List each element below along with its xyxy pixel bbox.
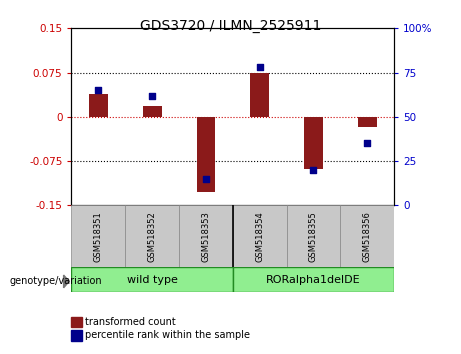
Text: GSM518351: GSM518351 (94, 211, 103, 262)
Text: GSM518355: GSM518355 (309, 211, 318, 262)
Text: GSM518356: GSM518356 (363, 211, 372, 262)
Bar (71, 317, 82, 327)
Bar (71, 267, 233, 292)
Bar (179, 205, 233, 267)
Point (95, 87, 102, 93)
Bar (71, 205, 125, 267)
Bar (358, 117, 377, 127)
Text: GDS3720 / ILMN_2525911: GDS3720 / ILMN_2525911 (140, 19, 321, 34)
Text: transformed count: transformed count (85, 317, 176, 327)
Bar (125, 205, 179, 267)
Point (148, 93, 156, 98)
Text: genotype/variation: genotype/variation (9, 276, 102, 286)
Bar (287, 205, 340, 267)
Bar (71, 330, 82, 341)
Bar (233, 205, 287, 267)
Bar (143, 106, 161, 117)
Bar (196, 117, 215, 192)
Bar (304, 117, 323, 169)
Text: GSM518353: GSM518353 (201, 211, 210, 262)
Point (256, 64, 263, 70)
Bar (233, 267, 394, 292)
Polygon shape (64, 275, 69, 288)
Text: GSM518354: GSM518354 (255, 211, 264, 262)
Point (364, 141, 371, 146)
Bar (250, 73, 269, 117)
Text: percentile rank within the sample: percentile rank within the sample (85, 330, 250, 340)
Bar (340, 205, 394, 267)
Text: GSM518352: GSM518352 (148, 211, 157, 262)
Bar (89, 95, 108, 117)
Point (310, 167, 317, 173)
Point (202, 176, 210, 182)
Text: wild type: wild type (127, 275, 177, 285)
Text: RORalpha1delDE: RORalpha1delDE (266, 275, 361, 285)
